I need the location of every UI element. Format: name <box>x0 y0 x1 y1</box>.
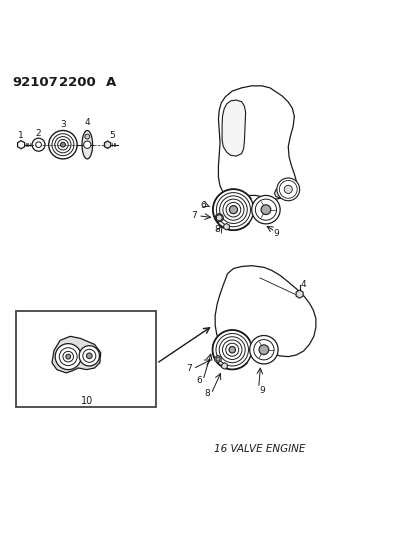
Text: 4: 4 <box>84 118 90 127</box>
Polygon shape <box>222 100 245 156</box>
Text: 6: 6 <box>196 376 201 385</box>
Circle shape <box>219 196 247 223</box>
Text: 9: 9 <box>273 229 278 238</box>
Text: 7: 7 <box>185 365 191 373</box>
Text: 8: 8 <box>204 390 209 399</box>
Text: 2: 2 <box>36 129 41 138</box>
Circle shape <box>225 343 238 356</box>
Circle shape <box>85 134 90 139</box>
Circle shape <box>215 334 248 366</box>
Circle shape <box>212 330 251 369</box>
Circle shape <box>276 178 299 201</box>
Text: 8: 8 <box>214 225 220 235</box>
Circle shape <box>60 142 65 147</box>
Circle shape <box>79 346 99 366</box>
Polygon shape <box>52 336 100 373</box>
Polygon shape <box>221 363 227 369</box>
Circle shape <box>229 206 237 214</box>
Circle shape <box>219 337 245 363</box>
Text: 6: 6 <box>200 201 205 210</box>
Polygon shape <box>274 186 295 198</box>
Circle shape <box>251 196 279 224</box>
Circle shape <box>55 136 71 153</box>
Circle shape <box>255 199 276 220</box>
Circle shape <box>253 340 273 360</box>
Circle shape <box>59 348 77 366</box>
Circle shape <box>249 335 277 364</box>
Text: A: A <box>106 77 116 90</box>
Circle shape <box>215 214 223 222</box>
Circle shape <box>228 346 235 353</box>
Polygon shape <box>218 86 296 199</box>
Text: 92107: 92107 <box>12 77 58 90</box>
Polygon shape <box>214 356 221 363</box>
Polygon shape <box>216 214 222 221</box>
Circle shape <box>222 199 243 220</box>
Circle shape <box>216 192 250 227</box>
Circle shape <box>83 141 91 148</box>
Circle shape <box>260 205 270 214</box>
Text: 3: 3 <box>60 120 66 129</box>
Text: 16 VALVE ENGINE: 16 VALVE ENGINE <box>213 444 305 454</box>
Text: 2200: 2200 <box>59 77 96 90</box>
Polygon shape <box>82 131 92 159</box>
Text: 7: 7 <box>191 211 196 220</box>
Circle shape <box>222 340 241 359</box>
Circle shape <box>213 189 253 230</box>
Circle shape <box>86 353 92 359</box>
Circle shape <box>32 138 45 151</box>
Text: 5: 5 <box>109 131 115 140</box>
Bar <box>16 311 156 407</box>
Polygon shape <box>215 265 315 357</box>
Polygon shape <box>223 223 229 230</box>
Circle shape <box>55 344 81 369</box>
Circle shape <box>279 181 296 198</box>
Text: 1: 1 <box>18 131 24 140</box>
Text: 4: 4 <box>300 280 306 289</box>
Circle shape <box>52 134 74 156</box>
Circle shape <box>215 357 220 361</box>
Text: 10: 10 <box>81 397 93 406</box>
Circle shape <box>258 345 268 354</box>
Circle shape <box>284 185 292 193</box>
Polygon shape <box>104 141 111 148</box>
Circle shape <box>83 349 96 362</box>
Circle shape <box>49 131 77 159</box>
Text: 9: 9 <box>258 386 264 395</box>
Circle shape <box>36 142 41 148</box>
Circle shape <box>226 203 240 217</box>
Polygon shape <box>295 290 303 298</box>
Polygon shape <box>17 141 25 149</box>
Circle shape <box>63 351 73 362</box>
Circle shape <box>66 354 70 359</box>
Circle shape <box>58 140 68 150</box>
